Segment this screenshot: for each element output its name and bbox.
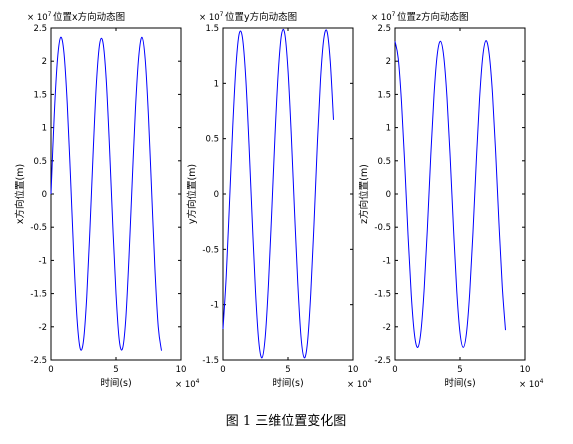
- series-line-1: [222, 28, 334, 359]
- y-multiplier-base: × 10: [199, 13, 220, 23]
- y-multiplier-exp: 7: [392, 11, 396, 18]
- y-tick-label: 1: [214, 79, 219, 89]
- y-multiplier-base: × 10: [27, 13, 48, 23]
- x-multiplier: × 104: [519, 378, 544, 390]
- x-tick-label: 10: [520, 365, 531, 375]
- y-tick-label: -1: [39, 256, 47, 266]
- series-line-1: [394, 40, 506, 348]
- y-tick-label: -1: [383, 256, 391, 266]
- y-tick-label: -2.5: [30, 356, 47, 366]
- y-multiplier: × 107: [371, 11, 396, 23]
- y-tick-label: 2.5: [377, 24, 391, 34]
- subplot-title: 位置z方向动态图: [397, 11, 469, 23]
- subplot-3: -2.5-2-1.5-1-0.500.511.522.50 5 10× 107 位置z…: [358, 11, 544, 390]
- y-tick-label: 0: [42, 190, 47, 200]
- y-tick-label: -2.5: [374, 356, 391, 366]
- x-tick-label: 5: [113, 365, 118, 375]
- x-multiplier-exp: 4: [368, 378, 372, 385]
- y-tick-label: -1.5: [202, 356, 219, 366]
- x-multiplier-exp: 4: [540, 378, 544, 385]
- y-tick-label: -0.5: [30, 223, 47, 233]
- subplot-1: -2.5-2-1.5-1-0.500.511.522.50 5 10× 107 位置x…: [14, 11, 200, 390]
- x-tick-label: 5: [457, 365, 462, 375]
- y-tick-label: 2: [42, 57, 47, 67]
- series-line-1: [50, 36, 162, 351]
- y-tick-label: 2.5: [33, 24, 47, 34]
- y-tick-label: 1.5: [377, 90, 391, 100]
- y-tick-label: -1: [211, 301, 219, 311]
- y-tick-label: 1: [386, 124, 391, 134]
- x-multiplier-base: × 10: [519, 380, 540, 390]
- y-axis-label: x方向位置(m): [14, 164, 26, 224]
- y-tick-label: 0.5: [377, 157, 391, 167]
- y-tick-label: 0.5: [33, 157, 47, 167]
- axes-frame: [50, 27, 182, 361]
- x-axis-label: 时间(s): [272, 377, 303, 389]
- y-axis-label: z方向位置(m): [358, 164, 370, 224]
- x-tick-label: 0: [48, 365, 53, 375]
- y-multiplier-exp: 7: [48, 11, 52, 18]
- figure-caption: 图 1 三维位置变化图: [226, 413, 347, 429]
- axes-frame: [394, 27, 526, 361]
- y-tick-label: -2: [39, 323, 47, 333]
- y-multiplier-exp: 7: [220, 11, 224, 18]
- x-tick-label: 0: [220, 365, 225, 375]
- y-tick-label: 2: [386, 57, 391, 67]
- x-tick-label: 5: [285, 365, 290, 375]
- x-tick-label: 0: [392, 365, 397, 375]
- y-multiplier: × 107: [27, 11, 52, 23]
- y-tick-label: -2: [383, 323, 391, 333]
- y-axis-label: y方向位置(m): [186, 164, 198, 224]
- x-tick-label: 10: [348, 365, 359, 375]
- y-tick-label: -0.5: [374, 223, 391, 233]
- y-tick-label: 1: [42, 124, 47, 134]
- y-tick-label: -1.5: [374, 290, 391, 300]
- y-tick-label: 0: [386, 190, 391, 200]
- subplot-title: 位置x方向动态图: [53, 11, 125, 23]
- subplot-title: 位置y方向动态图: [225, 11, 297, 23]
- y-tick-label: 0: [214, 190, 219, 200]
- x-multiplier: × 104: [347, 378, 372, 390]
- y-multiplier: × 107: [199, 11, 224, 23]
- y-tick-label: 0.5: [205, 135, 219, 145]
- x-multiplier-base: × 10: [347, 380, 368, 390]
- x-tick-label: 10: [176, 365, 187, 375]
- subplot-2: -1.5-1-0.500.511.50 5 10× 107 位置y方向动态图× 104…: [186, 11, 372, 390]
- x-axis-label: 时间(s): [100, 377, 131, 389]
- y-tick-label: 1.5: [205, 24, 219, 34]
- x-multiplier-base: × 10: [175, 380, 196, 390]
- y-tick-label: 1.5: [33, 90, 47, 100]
- x-multiplier-exp: 4: [196, 378, 200, 385]
- y-multiplier-base: × 10: [371, 13, 392, 23]
- y-tick-label: -1.5: [30, 290, 47, 300]
- x-axis-label: 时间(s): [444, 377, 475, 389]
- x-multiplier: × 104: [175, 378, 200, 390]
- y-tick-label: -0.5: [202, 245, 219, 255]
